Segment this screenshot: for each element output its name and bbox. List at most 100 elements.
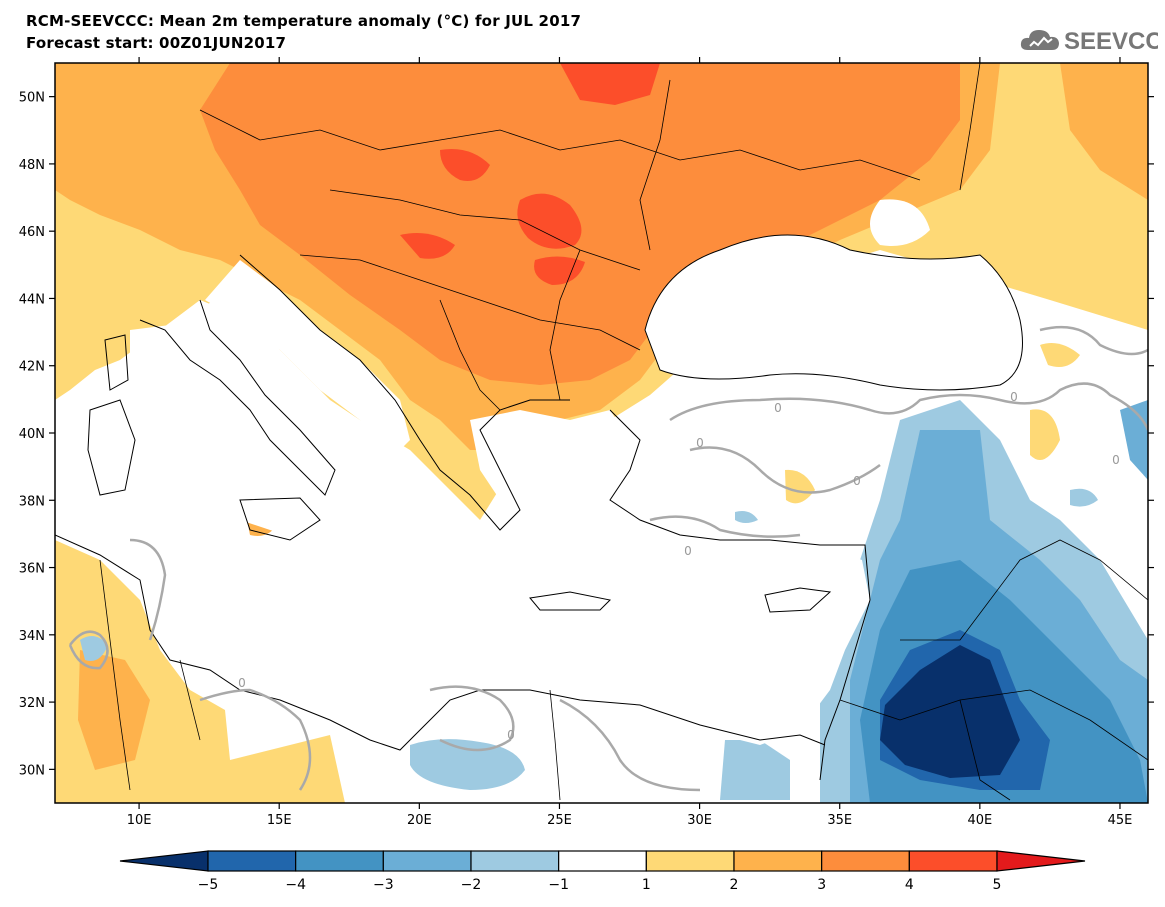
lon-label: 15E: [267, 813, 292, 828]
colorbar-swatch: [821, 850, 910, 872]
contour-zero-algeria: [129, 538, 167, 641]
lon-label: 10E: [127, 813, 152, 828]
coastline-sicily: [239, 497, 321, 541]
coastline-cyprus: [764, 587, 832, 613]
sea-aegean: [470, 410, 630, 540]
anomaly-2to3-africa: [78, 650, 150, 770]
anomaly-4to5-patch-2: [440, 149, 490, 181]
sea-azov: [870, 199, 930, 246]
anomaly-1to2-anatolia-patch-2: [1030, 409, 1060, 460]
lon-label: 35E: [827, 813, 852, 828]
border-12: [639, 79, 671, 251]
contour-label: 0: [774, 401, 782, 415]
contour-zero-caucasus: [1039, 325, 1148, 356]
colorbar-label: 5: [993, 877, 1002, 893]
border-4: [439, 299, 501, 411]
contour-zero-libya: [199, 688, 312, 791]
lat-label: 48N: [19, 158, 45, 173]
logo-text: SEEVCCC: [1064, 28, 1158, 55]
contour-label: 0: [507, 728, 515, 742]
contour-zero-labels: 0 0 0 0 0 0 0 0: [238, 390, 1120, 742]
anomaly-m2-turkey-west: [735, 511, 758, 523]
lon-label: 40E: [967, 813, 992, 828]
contour-label: 0: [1112, 453, 1120, 467]
anomaly-4to5-patch-4: [534, 256, 585, 285]
lat-label: 32N: [19, 696, 45, 711]
anomaly-m2-east-med: [410, 739, 525, 790]
anomaly-4to5-patch-5: [400, 232, 455, 259]
cloud-icon: [1020, 30, 1059, 50]
sea-black-sea: [645, 235, 1023, 390]
anomaly-4to5-patch-3: [560, 63, 660, 105]
colorbar-label: 3: [817, 877, 826, 893]
colorbar: −5 −4 −3 −2 −1 1 2 3 4 5: [119, 850, 1086, 893]
contour-zero-egypt: [429, 685, 515, 752]
contour-label: 0: [853, 474, 861, 488]
anomaly-1to2-anatolia-patch: [785, 469, 815, 504]
colorbar-swatch: [908, 850, 998, 872]
coastline-north-africa: [55, 534, 826, 751]
colorbar-label: −4: [285, 877, 306, 893]
colorbar-label: 4: [905, 877, 914, 893]
forecast-start: Forecast start: 00Z01JUN2017: [26, 34, 287, 52]
coastline-black-sea: [644, 234, 1023, 391]
coastline-sardinia: [87, 399, 136, 496]
colorbar-label: −1: [548, 877, 569, 893]
colorbar-swatch: [645, 850, 735, 872]
lat-label: 40N: [19, 427, 45, 442]
border-2: [329, 189, 641, 271]
lat-label: 46N: [19, 225, 45, 240]
border-1: [199, 109, 921, 181]
lon-label: 30E: [687, 813, 712, 828]
border-9: [839, 689, 1148, 761]
contour-label: 0: [696, 436, 704, 450]
coastline-balkans: [239, 254, 570, 531]
coastline-crete: [529, 591, 612, 611]
coastline-italy: [139, 299, 336, 496]
coastline-corsica: [104, 334, 129, 391]
colorbar-swatch: [382, 850, 472, 872]
border-13: [959, 63, 981, 191]
colorbar-swatch: [207, 850, 297, 872]
anomaly-m2-tunisia: [80, 636, 108, 661]
sea-mediterranean: [55, 300, 870, 760]
border-6: [99, 559, 131, 791]
coastline-turkey: [609, 409, 871, 601]
colorbar-max-triangle: [996, 850, 1086, 872]
lat-label: 36N: [19, 562, 45, 577]
lat-label: 50N: [19, 91, 45, 106]
colorbar-swatch: [470, 850, 560, 872]
colorbar-min-triangle: [119, 850, 209, 872]
seevccc-logo: SEEVCCC: [1020, 28, 1158, 55]
sea-tyrrhenian: [130, 325, 260, 500]
contour-label: 0: [1010, 390, 1018, 404]
lat-label: 30N: [19, 763, 45, 778]
axis-ticks: 10E 15E 20E 25E 30E 35E 40E 45E 50N 48N 46N 44N 42N 4…: [19, 57, 1154, 828]
sea-adriatic: [205, 260, 410, 455]
colorbar-label: −5: [198, 877, 219, 893]
contour-zero-egypt-2: [559, 698, 701, 792]
anomaly-4to5-patch-1: [517, 193, 582, 249]
map-title: RCM-SEEVCCC: Mean 2m temperature anomaly…: [26, 12, 582, 30]
contour-zero-tunisia: [68, 630, 109, 670]
border-7: [179, 659, 201, 741]
anomaly-m2-turkey-east: [1070, 488, 1098, 507]
colorbar-label: −3: [373, 877, 394, 893]
lat-label: 38N: [19, 494, 45, 509]
contour-zero-anatolia-2: [689, 446, 881, 494]
colorbar-swatch: [558, 850, 647, 872]
colorbar-label: −2: [461, 877, 482, 893]
lat-label: 44N: [19, 292, 45, 307]
anomaly-1to2-caucasus: [1040, 342, 1080, 368]
contour-zero-anatolia-3: [649, 515, 801, 538]
lat-label: 42N: [19, 360, 45, 375]
anomaly-below-m5-mideast: [880, 645, 1020, 778]
anomaly-m2-nile: [720, 740, 790, 800]
lon-label: 25E: [547, 813, 572, 828]
contour-label: 0: [684, 544, 692, 558]
lat-label: 34N: [19, 629, 45, 644]
colorbar-swatch: [295, 850, 384, 872]
border-5: [549, 249, 581, 401]
anomaly-2to3-east: [1060, 63, 1148, 200]
